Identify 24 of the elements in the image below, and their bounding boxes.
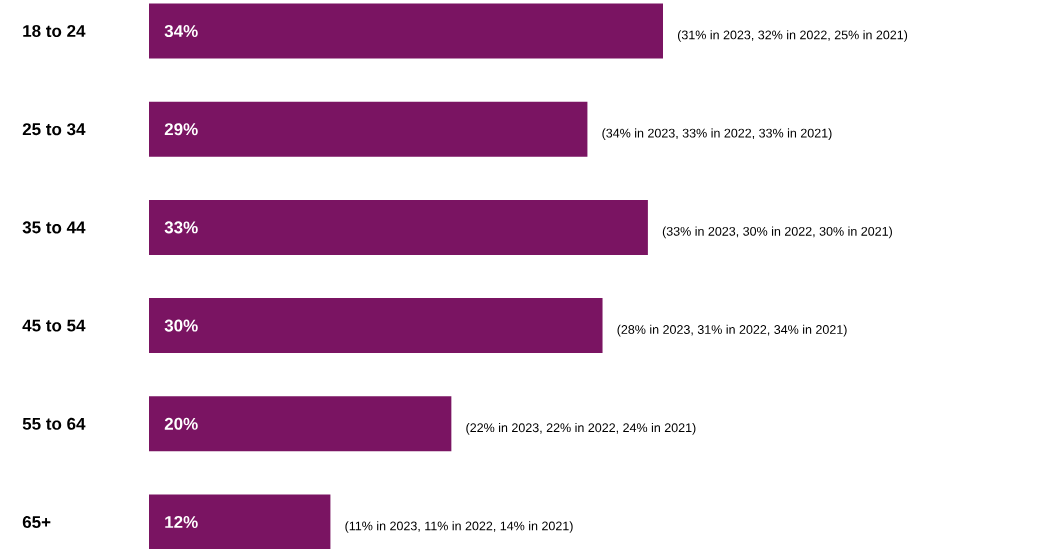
annotation: (11% in 2023, 11% in 2022, 14% in 2021): [345, 521, 573, 533]
y-tick-label: 18 to 24: [23, 24, 86, 38]
y-tick-label: 65+: [22, 515, 51, 529]
data-label: 34%: [164, 24, 198, 38]
data-label: 29%: [164, 123, 198, 136]
bar: [149, 298, 603, 354]
bar: [149, 101, 588, 157]
annotation: (28% in 2023, 31% in 2022, 34% in 2021): [617, 324, 847, 337]
y-tick-label: 25 to 34: [22, 123, 86, 136]
bar: [149, 3, 664, 59]
annotation: (34% in 2023, 33% in 2022, 33% in 2021): [602, 128, 832, 141]
bar: [149, 396, 452, 452]
data-label: 12%: [165, 516, 198, 528]
data-label: 30%: [164, 319, 198, 332]
y-tick-label: 45 to 54: [22, 319, 86, 332]
bar: [149, 494, 331, 549]
text: (31% in 2023, 32% in 2022, 25% in 2021): [677, 30, 908, 42]
data-label: 20%: [164, 417, 198, 430]
y-tick-label: 55 to 64: [22, 417, 86, 430]
annotation: (33% in 2023, 30% in 2022, 30% in 2021): [662, 226, 892, 239]
y-tick-label: 35 to 44: [22, 221, 86, 234]
data-label: 33%: [164, 221, 198, 234]
annotation: (22% in 2023, 22% in 2022, 24% in 2021): [466, 422, 696, 435]
bar: [149, 199, 648, 255]
